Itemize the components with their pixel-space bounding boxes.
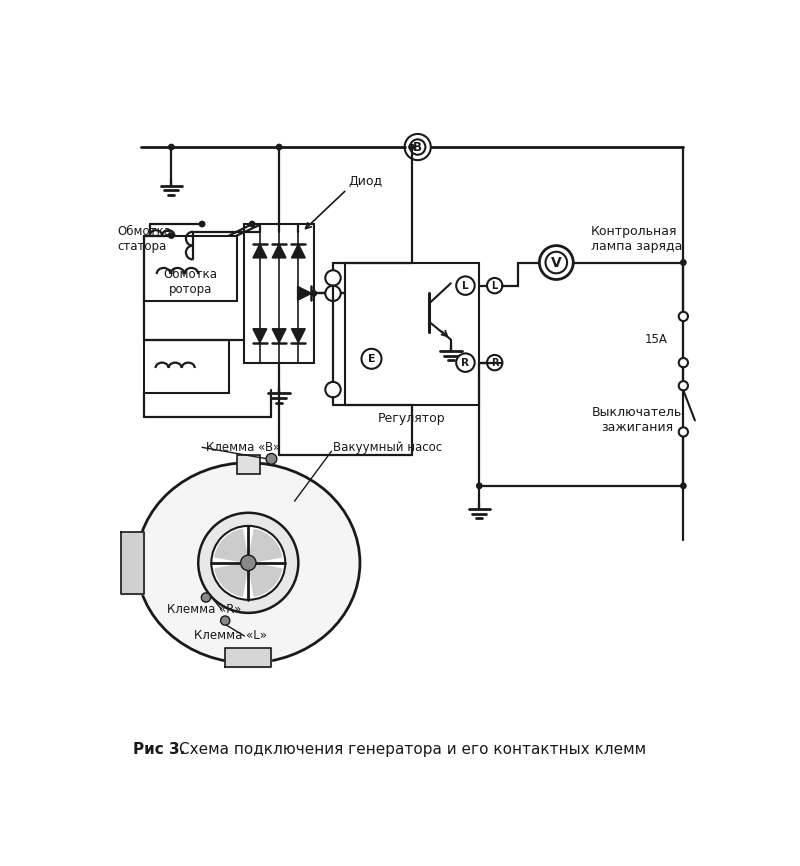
Circle shape <box>678 358 688 367</box>
Circle shape <box>539 246 574 280</box>
Polygon shape <box>215 529 248 563</box>
Circle shape <box>678 312 688 321</box>
Circle shape <box>487 278 502 294</box>
Circle shape <box>277 145 282 150</box>
Circle shape <box>456 353 474 372</box>
Circle shape <box>198 513 298 613</box>
Text: R: R <box>462 358 470 368</box>
Circle shape <box>362 349 382 369</box>
Text: Диод: Диод <box>349 175 382 188</box>
Circle shape <box>241 555 256 571</box>
Text: Схема подключения генератора и его контактных клемм: Схема подключения генератора и его конта… <box>179 741 646 757</box>
Polygon shape <box>248 529 282 563</box>
Text: Обмотка
ротора: Обмотка ротора <box>163 268 218 296</box>
Circle shape <box>409 145 414 150</box>
Text: Рис 3.: Рис 3. <box>133 741 185 757</box>
Bar <box>237 455 260 475</box>
Text: Клемма «R»: Клемма «R» <box>167 603 242 616</box>
Circle shape <box>681 260 686 265</box>
Circle shape <box>678 381 688 391</box>
Text: Контрольная
лампа заряда: Контрольная лампа заряда <box>591 225 682 254</box>
Circle shape <box>678 427 688 436</box>
Polygon shape <box>253 329 266 343</box>
Polygon shape <box>291 244 306 258</box>
Text: E: E <box>368 354 375 364</box>
Circle shape <box>326 286 341 301</box>
Text: Клемма «L»: Клемма «L» <box>194 630 267 643</box>
Circle shape <box>169 233 174 238</box>
Text: L: L <box>491 281 498 291</box>
Text: B: B <box>413 140 422 153</box>
Bar <box>144 236 237 301</box>
Bar <box>345 262 479 405</box>
Circle shape <box>546 252 567 274</box>
Polygon shape <box>291 329 306 343</box>
Circle shape <box>477 483 482 488</box>
Bar <box>245 224 314 363</box>
Text: V: V <box>551 255 562 269</box>
Circle shape <box>487 355 502 371</box>
Ellipse shape <box>137 462 360 663</box>
Circle shape <box>681 483 686 488</box>
Text: 15А: 15А <box>645 333 668 346</box>
Circle shape <box>221 616 230 625</box>
Circle shape <box>311 291 317 296</box>
Circle shape <box>456 276 474 295</box>
Circle shape <box>266 454 277 464</box>
Text: Выключатель
зажигания: Выключатель зажигания <box>592 406 682 435</box>
Circle shape <box>326 270 341 286</box>
Text: Обмотка
статора: Обмотка статора <box>118 225 171 254</box>
Polygon shape <box>272 329 286 343</box>
Bar <box>144 339 229 393</box>
Circle shape <box>250 222 255 227</box>
Polygon shape <box>226 648 271 667</box>
Polygon shape <box>248 563 282 596</box>
Polygon shape <box>272 244 286 258</box>
Circle shape <box>169 145 174 150</box>
Text: Вакуумный насос: Вакуумный насос <box>333 441 442 454</box>
Polygon shape <box>215 563 248 596</box>
Circle shape <box>199 222 205 227</box>
Text: Регулятор: Регулятор <box>378 412 446 425</box>
Text: Клемма «B»: Клемма «B» <box>206 441 280 454</box>
Polygon shape <box>122 532 144 593</box>
Polygon shape <box>253 244 266 258</box>
Circle shape <box>211 526 286 600</box>
Polygon shape <box>298 287 311 301</box>
Text: L: L <box>462 281 469 291</box>
Circle shape <box>326 382 341 397</box>
Circle shape <box>202 593 210 602</box>
Text: R: R <box>491 358 498 368</box>
